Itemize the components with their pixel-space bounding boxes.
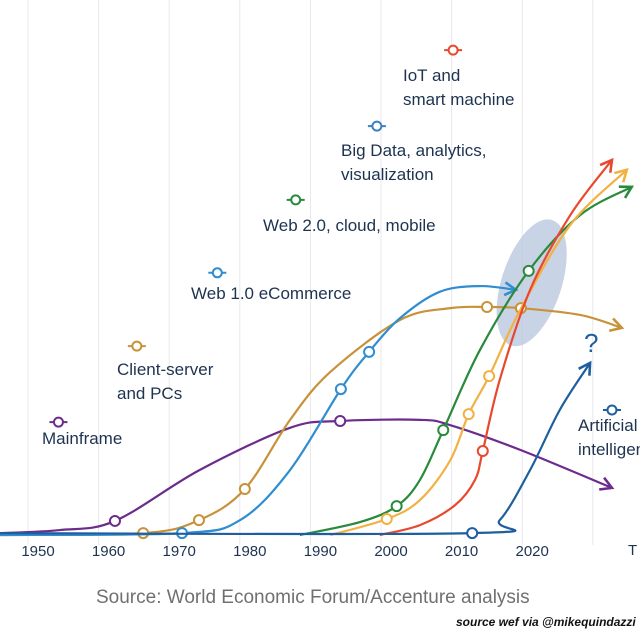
series-line (0, 418, 615, 535)
data-point (476, 445, 489, 458)
data-point (462, 408, 475, 421)
legend-marker-icon (52, 416, 64, 428)
series-line (299, 185, 635, 537)
credit-caption: source wef via @mikequindazzi (456, 615, 636, 629)
series-line (0, 281, 519, 537)
series-label: smart machine (403, 90, 514, 109)
data-point (380, 513, 393, 526)
data-point (466, 527, 479, 540)
data-point (238, 483, 251, 496)
x-tick-label: 2000 (374, 543, 407, 560)
series-mainframe: Mainframe (0, 415, 615, 535)
series-label: and PCs (117, 384, 182, 403)
series-web-2-0-cloud-mobile: Web 2.0, cloud, mobile (263, 185, 635, 537)
series-line (0, 360, 592, 536)
data-point (522, 264, 535, 277)
series-label: IoT and (403, 66, 460, 85)
series-label: visualization (341, 165, 434, 184)
series-label: intelligence (578, 440, 640, 459)
data-point (334, 383, 347, 396)
legend-marker-icon (290, 194, 302, 206)
data-point (481, 301, 494, 313)
x-tick-label: 1990 (304, 543, 337, 560)
series-label: Web 2.0, cloud, mobile (263, 216, 436, 235)
series-label: Client-server (117, 360, 214, 379)
series-line (379, 157, 614, 537)
legend-marker-icon (211, 267, 223, 279)
data-point (108, 514, 121, 527)
data-point (483, 370, 496, 383)
legend-marker-icon (606, 404, 618, 416)
x-tick-label: 1950 (21, 543, 54, 560)
legend-marker-icon (131, 340, 143, 352)
x-tick-label: 2010 (445, 543, 478, 560)
legend-marker-icon (447, 44, 459, 56)
data-point (390, 500, 403, 513)
data-point (192, 514, 205, 527)
series-label: Mainframe (42, 429, 122, 448)
x-tick-label: 2020 (516, 543, 549, 560)
series-big-data-analytics-visualization: Big Data, analytics, visualization (329, 120, 629, 537)
data-point (437, 424, 450, 437)
x-tick-label: 1960 (92, 543, 125, 560)
x-axis-label: T (628, 542, 637, 559)
data-point (334, 415, 347, 427)
series-iot-and-smart-machine: IoT and smart machine (379, 44, 614, 537)
source-caption: Source: World Economic Forum/Accenture a… (96, 587, 530, 608)
series-label: Web 1.0 eCommerce (191, 284, 351, 303)
x-tick-label: 1980 (233, 543, 266, 560)
x-tick-label: 1970 (163, 543, 196, 560)
series-artificial-intelligence: Artificial intelligence (0, 360, 640, 540)
grid (27, 0, 594, 545)
series-label: Artificial (578, 416, 638, 435)
question-annotation: ? (584, 328, 598, 358)
series-label: Big Data, analytics, (341, 141, 487, 160)
legend-marker-icon (371, 120, 383, 132)
data-point (363, 345, 376, 358)
